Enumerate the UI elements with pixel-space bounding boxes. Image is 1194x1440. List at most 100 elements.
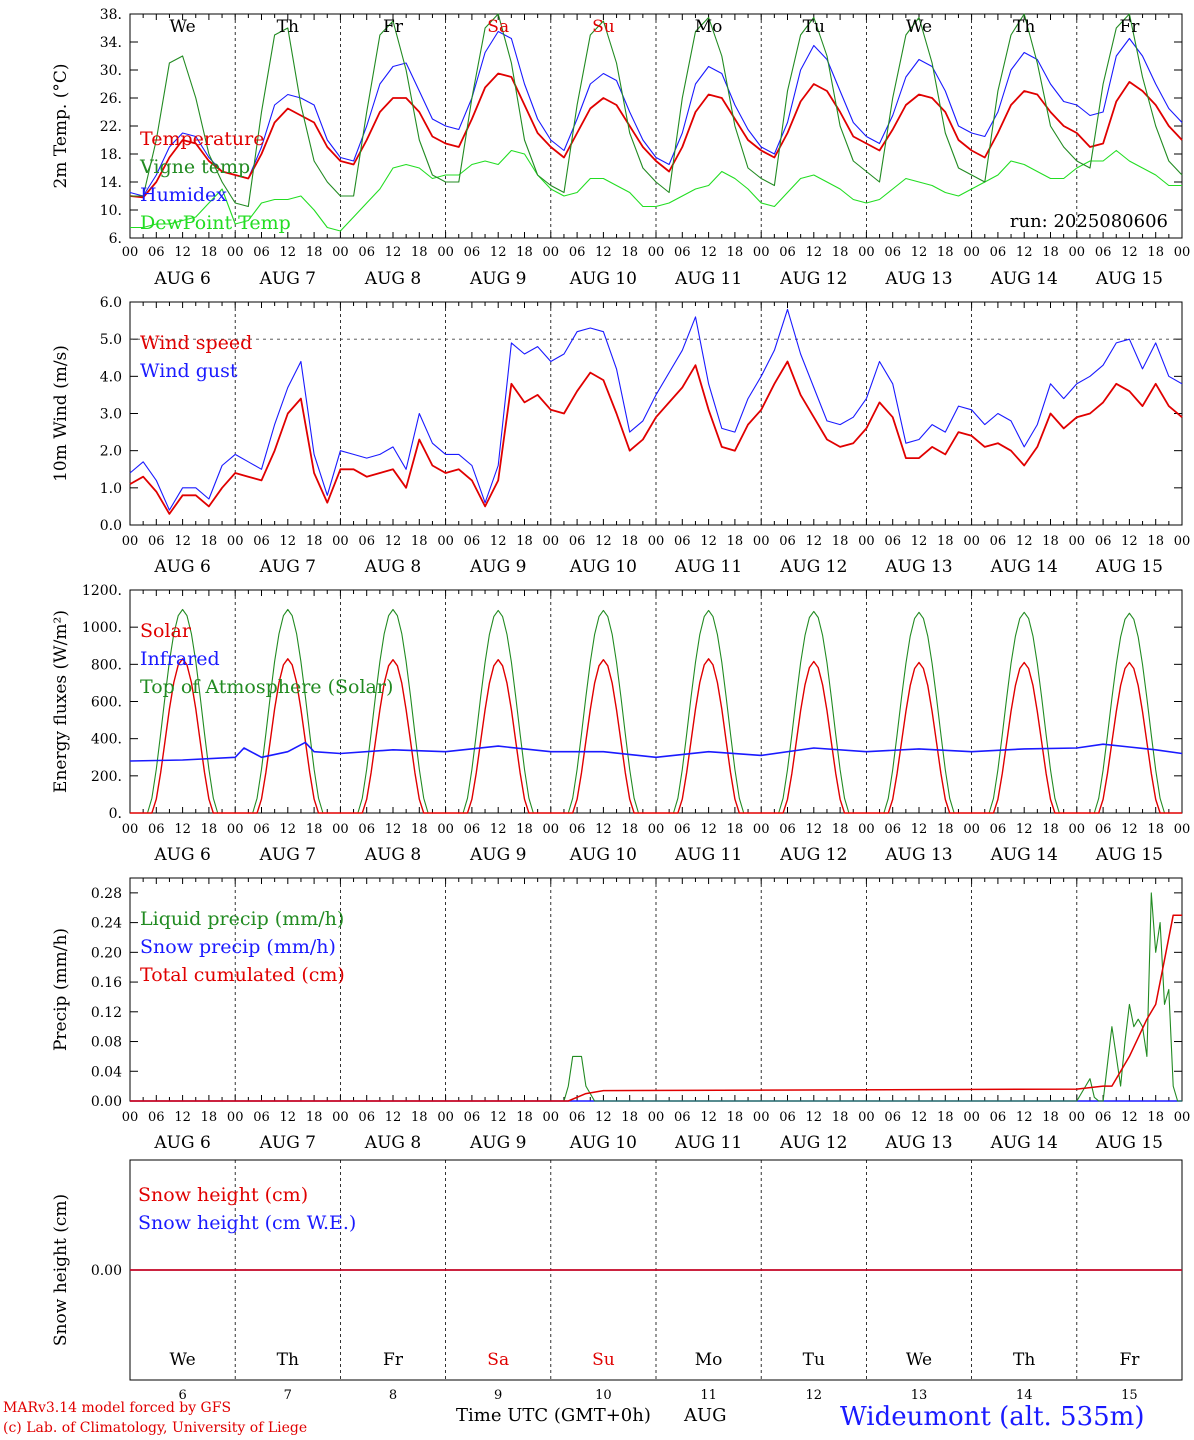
day-label: Sa [487,1350,509,1370]
hour-tick-label: 12 [1121,534,1138,549]
hour-tick-label: 12 [1016,534,1033,549]
series-line-1 [130,13,1183,208]
hour-tick-label: 00 [648,534,665,549]
hour-tick-label: 18 [201,1110,218,1125]
hour-tick-label: 00 [1174,1110,1191,1125]
y-tick-label: 18. [100,147,122,163]
hour-tick-label: 00 [963,245,980,260]
date-label: AUG 13 [884,557,952,577]
hour-tick-label: 00 [543,534,560,549]
plot-frame [129,13,1183,239]
date-label: AUG 8 [364,845,421,865]
hour-tick-label: 12 [385,534,402,549]
hour-tick-label: 06 [253,1110,270,1125]
date-label: AUG 7 [259,269,316,289]
hour-tick-label: 18 [306,245,323,260]
series-line-liquid [130,892,1182,1102]
hour-tick-label: 06 [358,245,375,260]
day-label: We [170,1350,196,1370]
series-line-cumulated [130,914,1182,1102]
day-label: Tu [803,1350,825,1370]
hour-tick-label: 00 [858,1110,875,1125]
hour-tick-label: 06 [884,534,901,549]
hour-tick-label: 06 [990,822,1007,837]
hour-tick-label: 12 [1016,245,1033,260]
hour-tick-label: 00 [332,822,349,837]
y-tick-label: 10. [100,203,122,219]
date-label: AUG 10 [569,557,637,577]
hour-tick-label: 18 [1147,1110,1164,1125]
hour-tick-label: 18 [937,1110,954,1125]
date-label: AUG 8 [364,1133,421,1153]
date-label: AUG 12 [779,269,847,289]
y-tick-label: 30. [100,63,122,79]
hour-tick-label: 12 [490,822,507,837]
hour-tick-label: 12 [700,822,717,837]
hour-tick-label: 00 [753,245,770,260]
y-tick-label: 600. [91,695,122,711]
hour-tick-label: 06 [569,534,586,549]
hour-tick-label: 06 [674,1110,691,1125]
hour-tick-label: 12 [911,822,928,837]
hour-tick-label: 06 [884,1110,901,1125]
day-label: Fr [383,1350,404,1370]
series-line-2 [129,30,1183,197]
hour-tick-label: 12 [700,245,717,260]
hour-tick-label: 00 [963,822,980,837]
y-axis-label: 2m Temp. (°C) [51,63,71,188]
date-label: AUG 14 [990,269,1058,289]
hour-tick-label: 18 [516,822,533,837]
y-tick-label: 22. [100,119,122,135]
y-tick-label: 4.0 [100,369,122,385]
day-label: We [906,17,932,37]
hour-tick-label: 12 [595,534,612,549]
hour-tick-label: 00 [858,534,875,549]
hour-tick-label: 12 [806,245,823,260]
site-title: Wideumont (alt. 535m) [840,1402,1145,1432]
y-axis-label: Energy fluxes (W/m²) [51,610,71,793]
hour-tick-label: 06 [464,534,481,549]
date-label: AUG 7 [259,845,316,865]
hour-tick-label: 12 [700,1110,717,1125]
hour-tick-label: 18 [411,1110,428,1125]
y-tick-label: 0.16 [91,975,122,991]
hour-tick-label: 18 [621,534,638,549]
hour-tick-label: 00 [753,1110,770,1125]
day-number: 13 [911,1388,928,1403]
y-axis-label: Precip (mm/h) [51,928,71,1051]
hour-tick-label: 00 [1069,245,1086,260]
y-tick-label: 5.0 [100,332,122,348]
hour-tick-label: 00 [437,822,454,837]
date-label: AUG 6 [153,1133,210,1153]
y-tick-label: 800. [91,657,122,673]
hour-tick-label: 06 [464,1110,481,1125]
date-label: AUG 7 [259,557,316,577]
y-tick-label: 14. [100,175,122,191]
day-label: Tu [803,17,825,37]
hour-tick-label: 00 [332,534,349,549]
series-line-infrared [129,741,1183,762]
hour-tick-label: 06 [148,822,165,837]
x-axis-month: AUG [684,1405,727,1426]
day-label: Fr [1119,17,1140,37]
hour-tick-label: 06 [884,822,901,837]
hour-tick-label: 18 [832,1110,849,1125]
hour-tick-label: 12 [490,534,507,549]
hour-tick-label: 18 [937,534,954,549]
hour-tick-label: 06 [569,245,586,260]
y-tick-label: 34. [100,35,122,51]
hour-tick-label: 00 [1069,1110,1086,1125]
day-number: 12 [806,1388,823,1403]
day-label: Th [277,17,299,37]
hour-tick-label: 12 [280,822,297,837]
legend-entry: Wind gust [140,360,238,382]
hour-tick-label: 00 [437,1110,454,1125]
y-tick-label: 6. [109,231,122,247]
hour-tick-label: 18 [1042,822,1059,837]
hour-tick-label: 18 [1147,822,1164,837]
day-number: 10 [595,1388,612,1403]
hour-tick-label: 18 [1147,534,1164,549]
date-label: AUG 12 [779,845,847,865]
day-label: Th [1013,1350,1035,1370]
y-tick-label: 0.08 [91,1035,122,1051]
